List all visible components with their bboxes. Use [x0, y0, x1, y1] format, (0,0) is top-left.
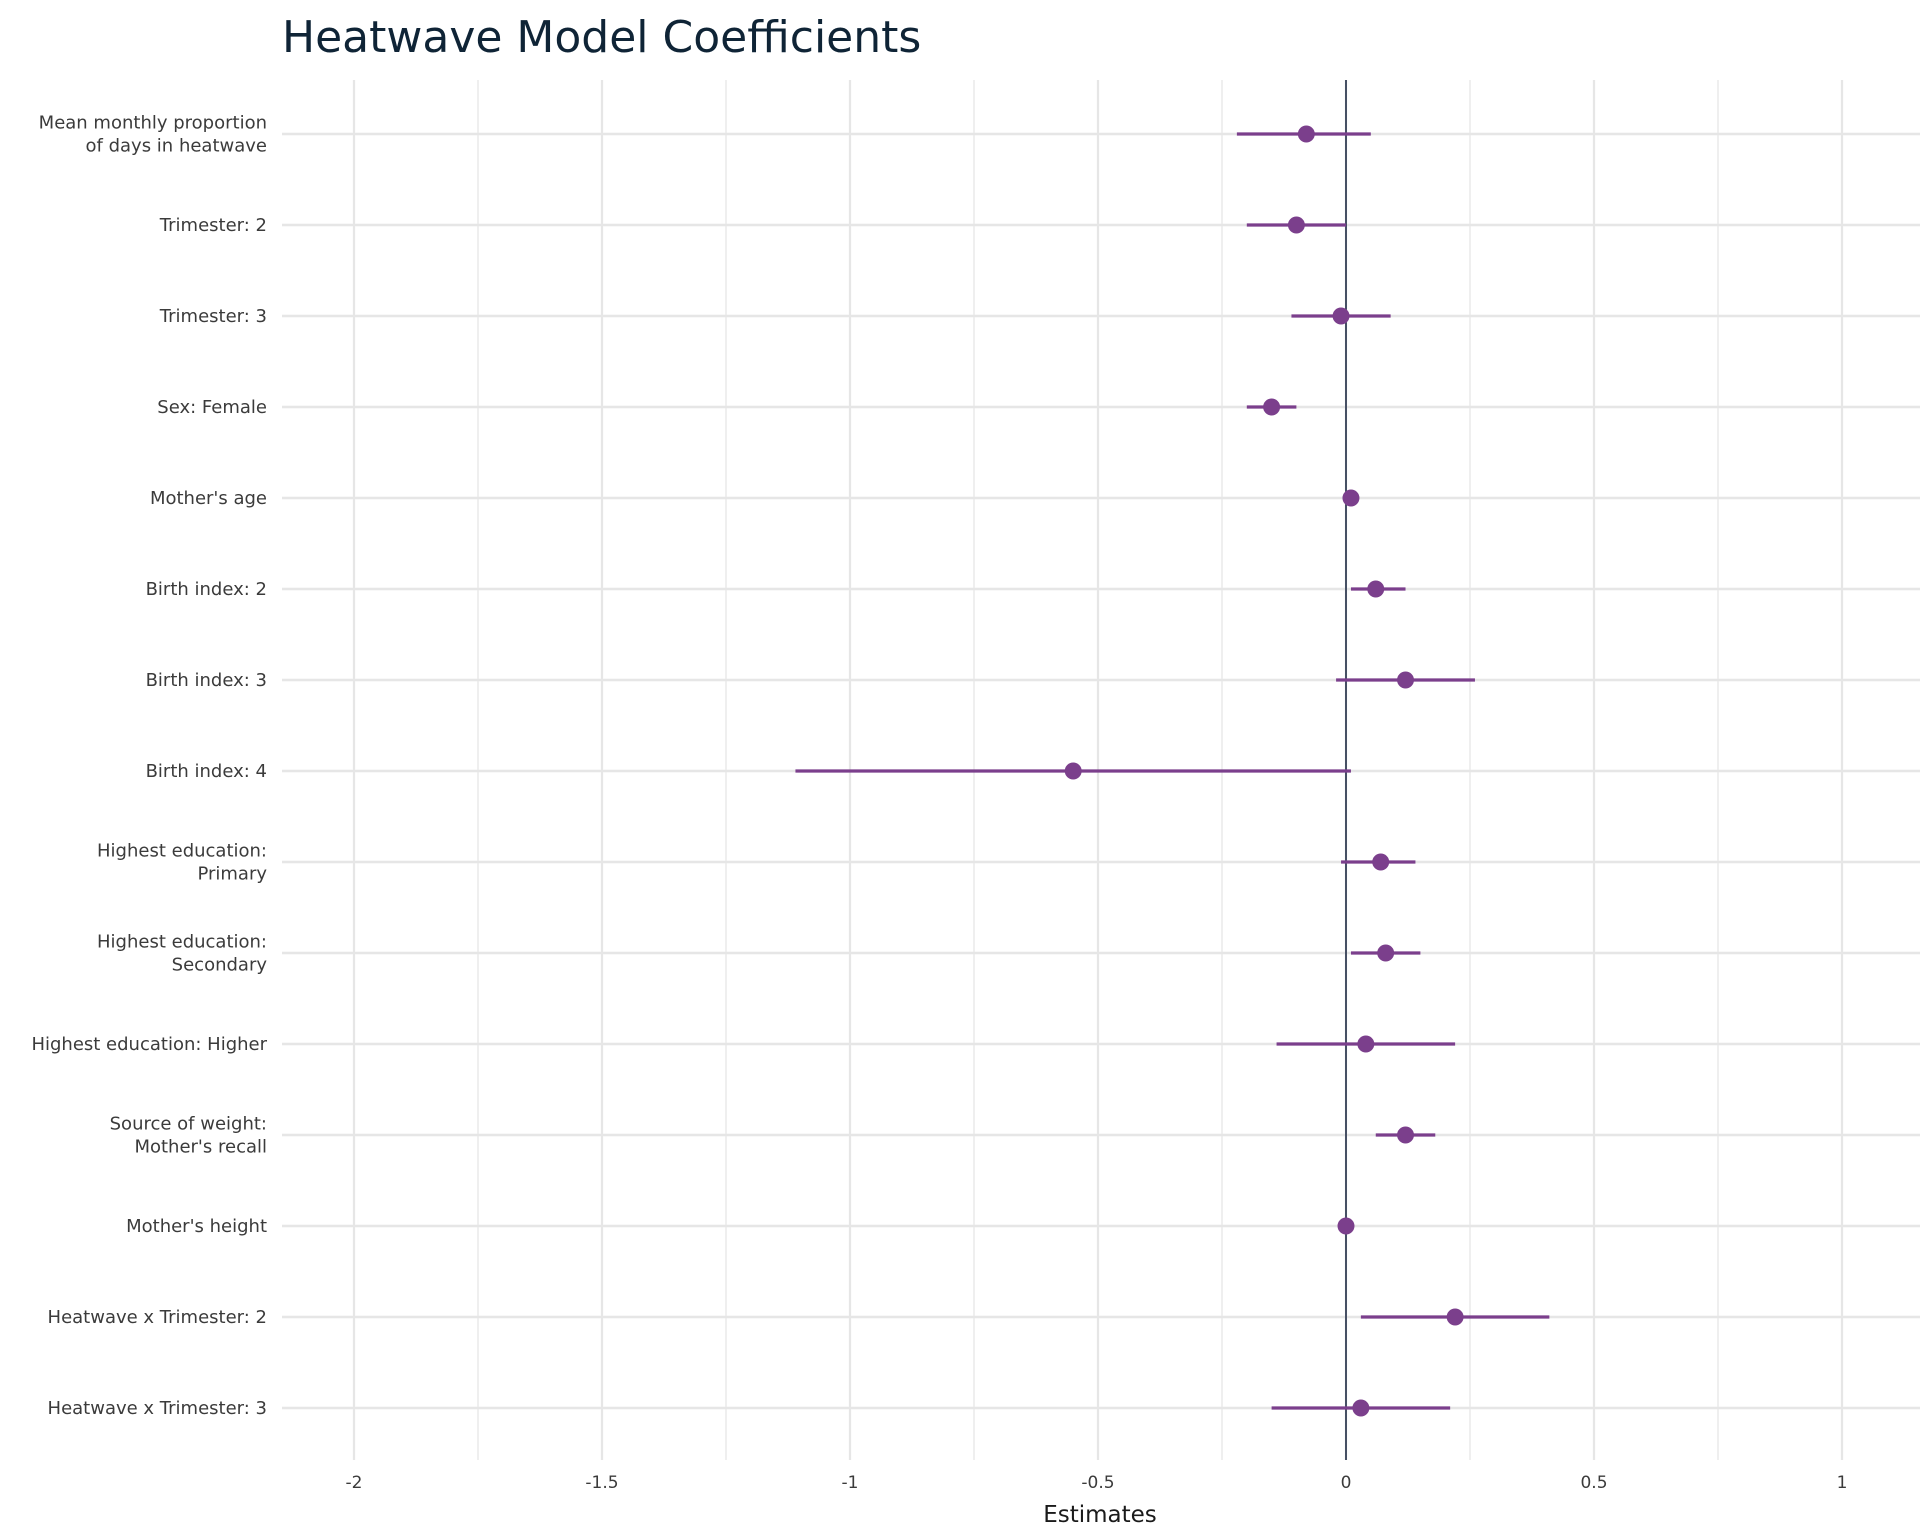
term-label-line: Highest education: Higher	[31, 1034, 267, 1055]
estimate-point	[1352, 1399, 1370, 1417]
estimate-point	[1263, 398, 1281, 416]
x-axis-label: Estimates	[1043, 1502, 1157, 1528]
term-label-line: Birth index: 3	[146, 670, 267, 691]
term-label: Source of weight: Mother's recall	[110, 1114, 267, 1158]
row-gridlines	[282, 132, 1920, 1410]
x-tick-label: -2	[346, 1473, 363, 1493]
term-label: Trimester: 2	[159, 215, 267, 236]
term-label: Sex: Female	[157, 397, 267, 418]
term-label-line: of days in heatwave	[86, 136, 267, 157]
term-label: Highest education: Secondary	[97, 932, 267, 976]
term-label-line: Mother's age	[150, 488, 267, 509]
x-tick-label: 1	[1837, 1473, 1848, 1493]
term-label: Mean monthly proportion of days in heatwa…	[39, 113, 267, 157]
term-label-line: Heatwave x Trimester: 2	[48, 1307, 267, 1328]
term-labels: Mean monthly proportion of days in heatwa…	[31, 113, 267, 1420]
term-label: Mother's height	[126, 1216, 267, 1237]
term-label: Mother's age	[150, 488, 267, 509]
term-label-line: Highest education:	[97, 841, 267, 862]
chart-title: Heatwave Model Coefficients	[282, 12, 921, 63]
x-tick-label: 0.5	[1580, 1473, 1607, 1493]
term-label-line: Source of weight:	[110, 1114, 267, 1135]
x-tick-label: -0.5	[1081, 1473, 1114, 1493]
estimate-point	[1064, 762, 1082, 780]
term-label: Birth index: 4	[146, 761, 267, 782]
estimate-point	[1297, 125, 1315, 143]
term-label-line: Highest education:	[97, 932, 267, 953]
estimate-point	[1357, 1035, 1375, 1053]
x-tick-label: -1	[842, 1473, 859, 1493]
term-label: Heatwave x Trimester: 3	[48, 1398, 267, 1419]
estimate-point	[1397, 1126, 1415, 1144]
estimate-points	[1064, 125, 1464, 1417]
x-tick-label: 0	[1341, 1473, 1352, 1493]
term-label: Trimester: 3	[159, 306, 267, 327]
estimate-point	[1377, 944, 1395, 962]
estimate-point	[1367, 580, 1385, 598]
estimate-point	[1332, 307, 1350, 325]
term-label-line: Trimester: 2	[159, 215, 267, 236]
term-label-line: Mother's height	[126, 1216, 267, 1237]
term-label-line: Mother's recall	[134, 1137, 267, 1158]
term-label: Heatwave x Trimester: 2	[48, 1307, 267, 1328]
term-label: Birth index: 2	[146, 579, 267, 600]
x-tick-label: -1.5	[585, 1473, 618, 1493]
term-label-line: Birth index: 4	[146, 761, 267, 782]
term-label: Highest education: Primary	[97, 841, 267, 885]
term-label: Highest education: Higher	[31, 1034, 267, 1055]
term-label: Birth index: 3	[146, 670, 267, 691]
estimate-point	[1287, 216, 1305, 234]
term-label-line: Primary	[197, 864, 267, 885]
x-tick-labels: -2 -1.5 -1 -0.5 0 0.5 1	[346, 1473, 1848, 1493]
estimate-point	[1342, 489, 1360, 507]
term-label-line: Birth index: 2	[146, 579, 267, 600]
estimate-point	[1372, 853, 1390, 871]
term-label-line: Sex: Female	[157, 397, 267, 418]
estimate-point	[1446, 1308, 1464, 1326]
estimate-point	[1337, 1217, 1355, 1235]
term-label-line: Trimester: 3	[159, 306, 267, 327]
estimate-point	[1397, 671, 1415, 689]
term-label-line: Mean monthly proportion	[39, 113, 267, 134]
term-label-line: Secondary	[172, 955, 268, 976]
term-label-line: Heatwave x Trimester: 3	[48, 1398, 267, 1419]
